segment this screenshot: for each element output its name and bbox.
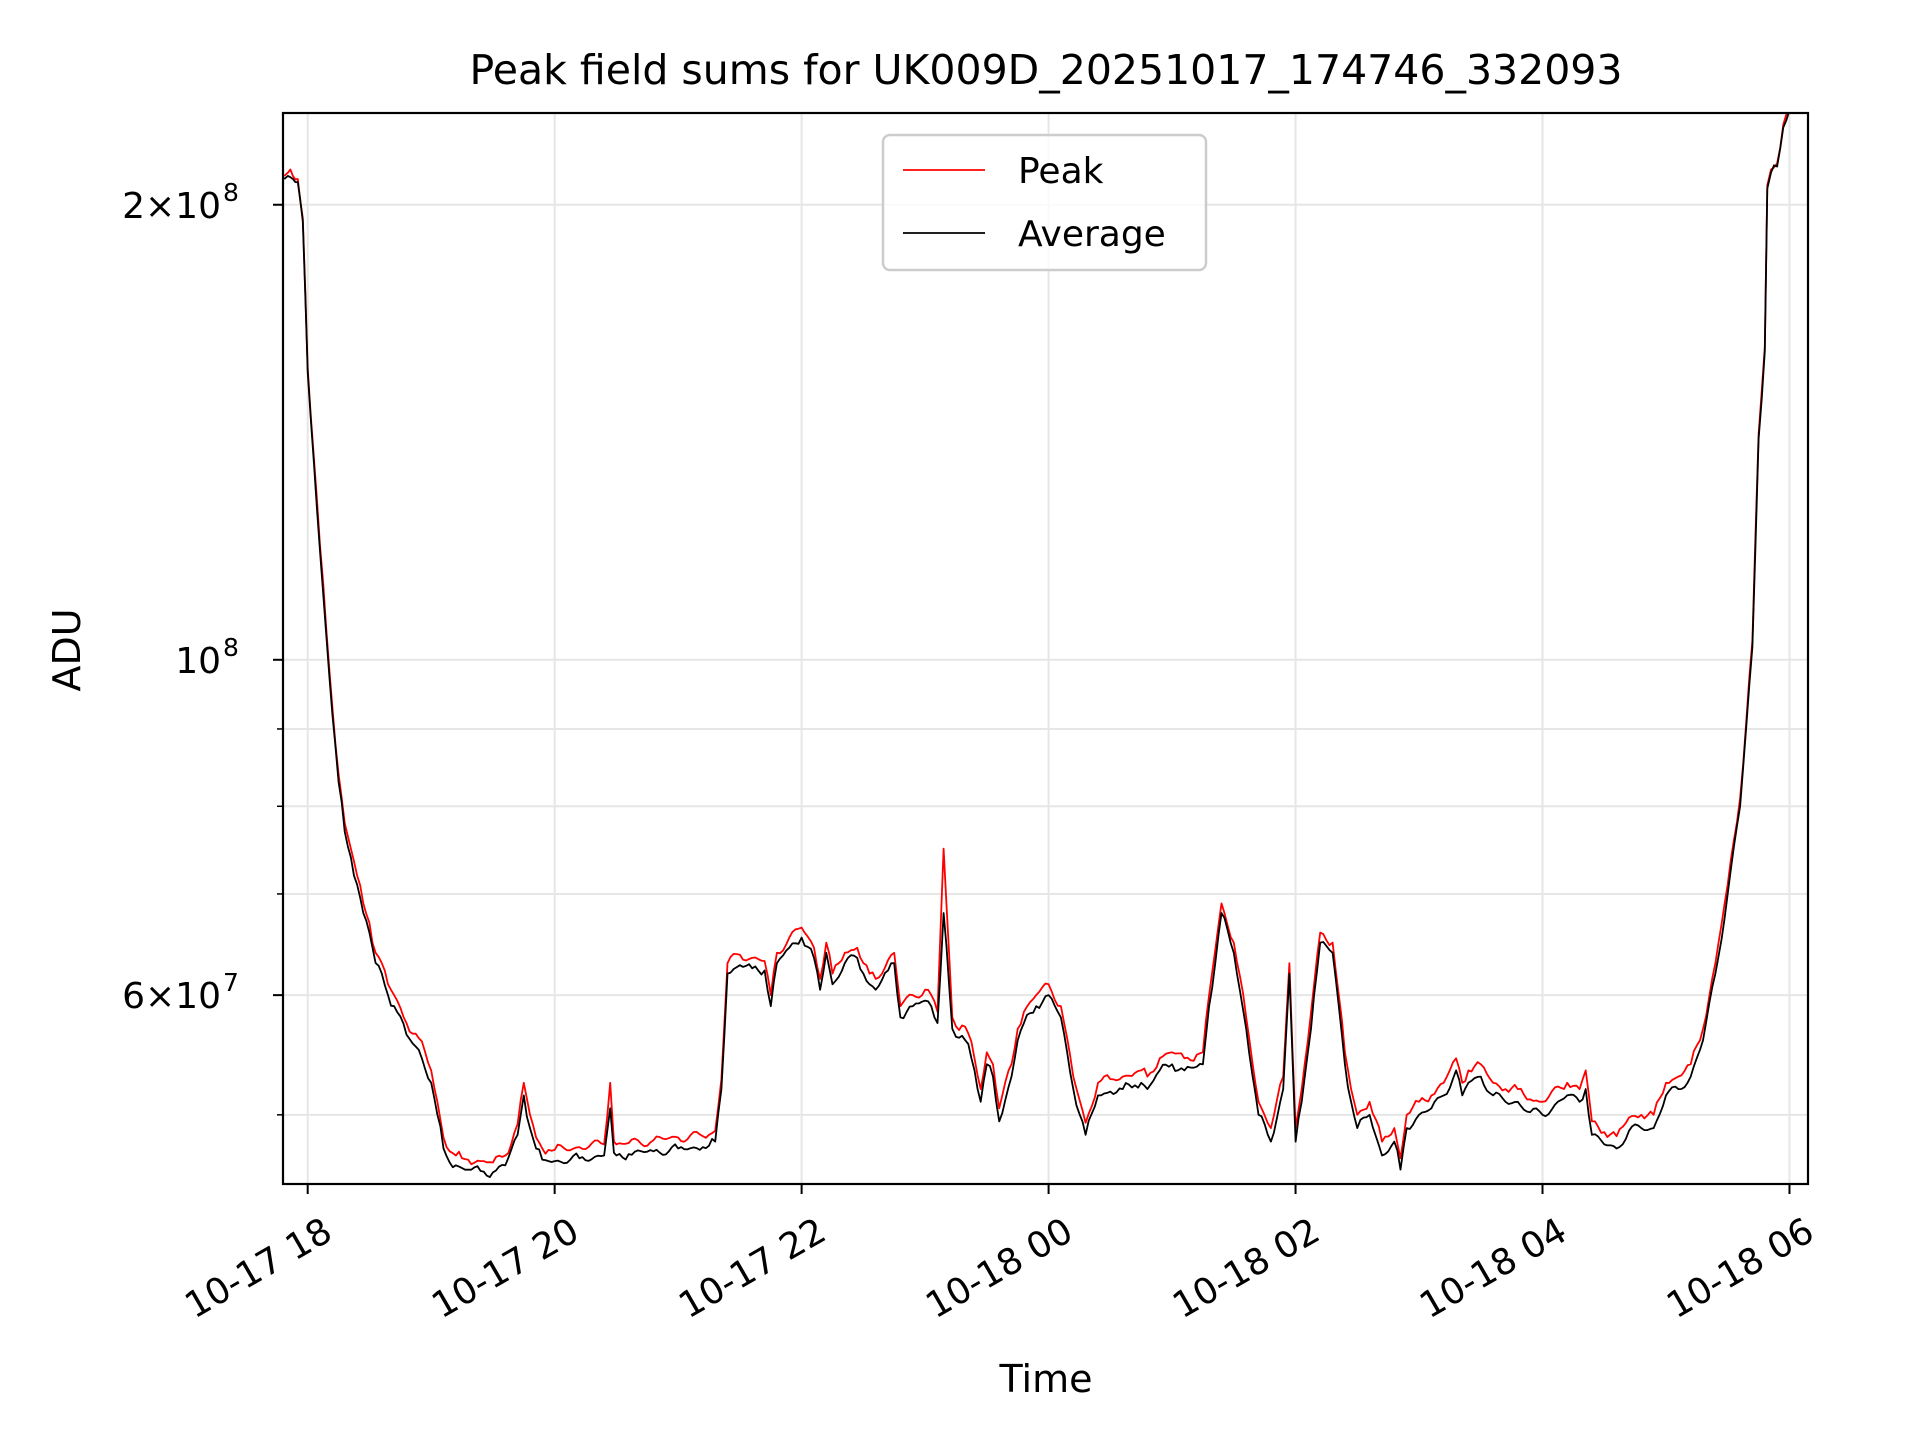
chart-title: Peak field sums for UK009D_20251017_1747… (470, 46, 1623, 94)
legend-label-peak: Peak (1018, 151, 1104, 192)
legend-label-average: Average (1018, 214, 1166, 255)
y-tick-label: 2×10 8 (122, 178, 239, 227)
series-layer (283, 113, 1790, 1178)
y-tick-label-base: 2×10 (122, 186, 221, 227)
legend-box (881, 133, 1208, 272)
y-tick-label: 6×10 7 (122, 968, 239, 1017)
y-tick-label-exponent: 7 (223, 968, 239, 997)
y-tick-label: 10 8 (175, 633, 239, 682)
series-line-peak (283, 113, 1788, 1166)
y-tick-label-exponent: 8 (223, 633, 239, 662)
grid (283, 113, 1808, 1184)
y-tick-label-base: 6×10 (122, 976, 221, 1017)
series-line-average (283, 113, 1790, 1178)
x-axis-label: Time (999, 1357, 1093, 1401)
y-tick-label-base: 10 (175, 641, 221, 682)
y-axis-label: ADU (45, 608, 89, 691)
legend: Peak Average (881, 133, 1208, 272)
y-tick-label-exponent: 8 (223, 178, 239, 207)
plot-frame (281, 111, 1810, 1186)
y-axis: 2×10 810 86×10 7 (122, 178, 283, 1116)
